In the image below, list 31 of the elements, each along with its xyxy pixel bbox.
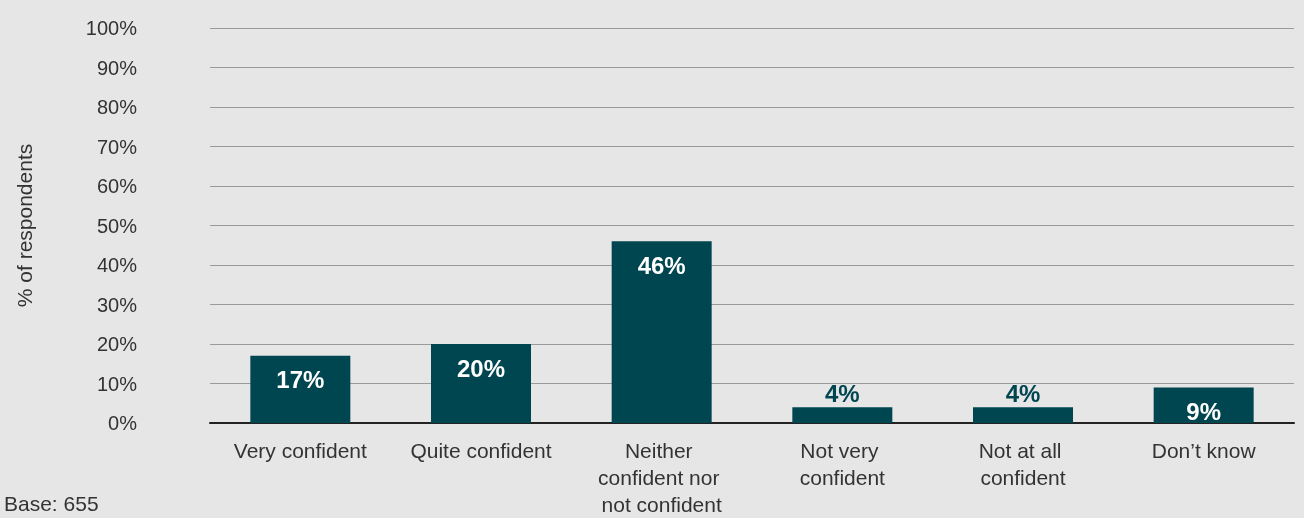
bar — [611, 241, 712, 423]
y-tick-label: 10% — [96, 372, 138, 395]
y-tick-label: 100% — [85, 17, 138, 39]
x-tick-label: Quite confident — [410, 439, 552, 462]
data-label: 4% — [824, 379, 860, 407]
data-label: 17% — [276, 366, 325, 394]
y-tick-label: 40% — [96, 254, 138, 276]
y-tick-label: 30% — [96, 293, 138, 316]
y-axis-title: % of respondents — [13, 143, 36, 308]
data-label: 46% — [637, 251, 686, 279]
x-tick-label: Not very confident — [799, 439, 886, 489]
data-label: 20% — [456, 354, 506, 382]
y-tick-label: 90% — [96, 56, 138, 79]
bar — [792, 407, 893, 423]
y-tick-label: 60% — [96, 175, 138, 197]
y-tick-label: 70% — [96, 135, 138, 158]
bar — [973, 407, 1073, 423]
y-tick-label: 80% — [96, 96, 138, 118]
x-tick-label: Don’t know — [1151, 439, 1257, 462]
x-tick-label: Not at all confident — [978, 439, 1068, 489]
data-label: 4% — [1005, 379, 1041, 407]
data-label: 9% — [1186, 397, 1222, 425]
x-tick-label: Very confident — [233, 439, 368, 462]
bar — [250, 355, 351, 423]
bar — [431, 344, 531, 423]
y-tick-label: 50% — [96, 214, 138, 237]
x-tick-label: Neither confident nor not confident — [598, 439, 726, 516]
y-tick-label: 20% — [96, 333, 138, 355]
bar — [1153, 387, 1254, 423]
text: Base: 655 — [4, 492, 99, 515]
y-tick-label: 0% — [108, 412, 138, 434]
